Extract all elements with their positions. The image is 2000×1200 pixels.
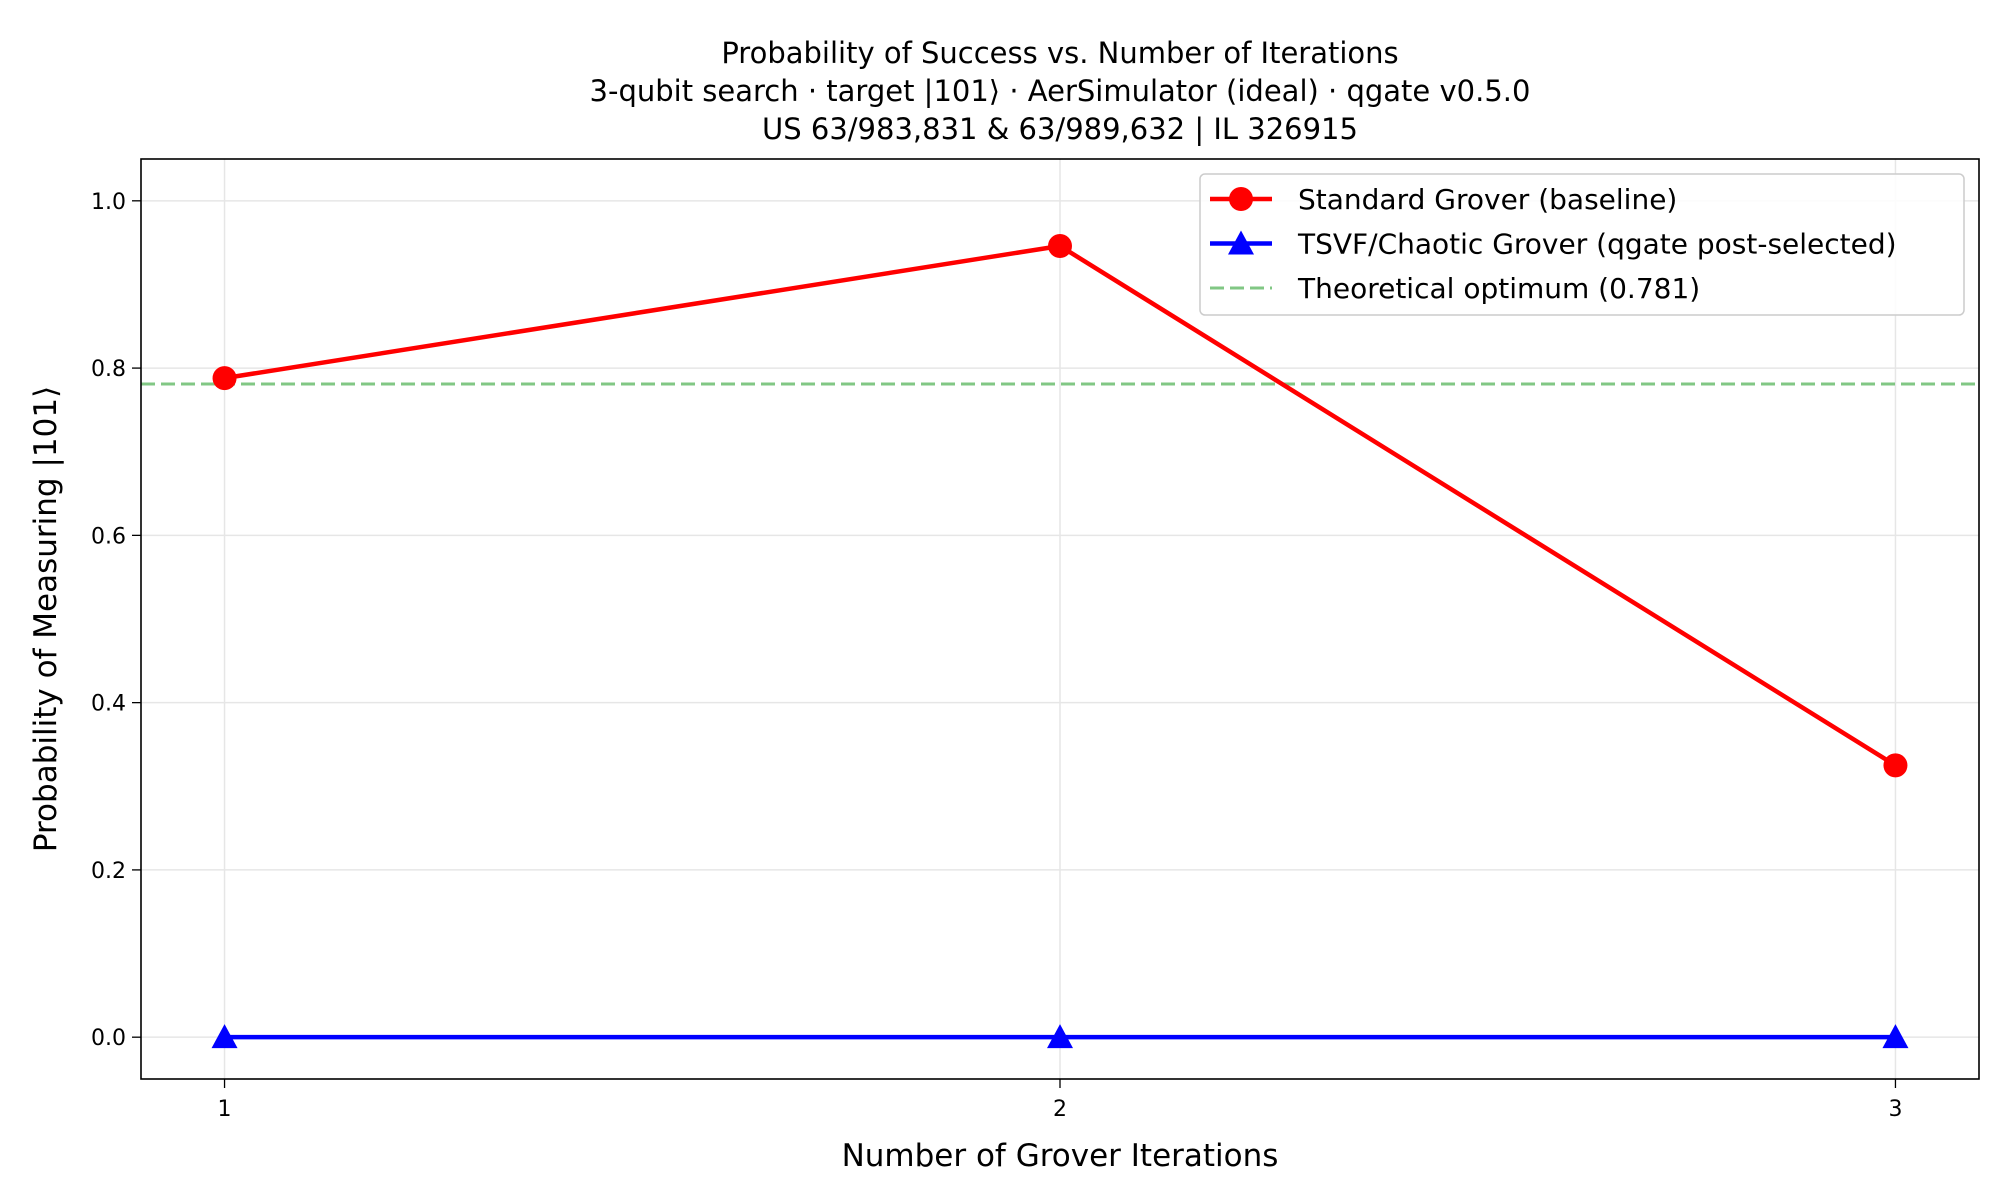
- chart-title-line-3: US 63/983,831 & 63/989,632 | IL 326915: [762, 112, 1358, 146]
- y-tick-label: 0.6: [91, 524, 126, 549]
- data-point-0: [1883, 753, 1908, 778]
- x-axis-label: Number of Grover Iterations: [842, 1138, 1279, 1174]
- data-point-0: [1048, 233, 1072, 258]
- y-axis-label: Probability of Measuring |101⟩: [28, 386, 64, 852]
- x-tick-label: 1: [218, 1097, 232, 1122]
- legend-label: Theoretical optimum (0.781): [1297, 272, 1700, 305]
- legend-label: TSVF/Chaotic Grover (qgate post-selected…: [1297, 228, 1897, 261]
- data-point-1: [1047, 1024, 1073, 1049]
- y-tick-label: 0.8: [91, 357, 126, 382]
- y-tick-label: 0.4: [91, 692, 126, 717]
- x-tick-label: 3: [1888, 1097, 1902, 1122]
- ticks: 1 2 3 0.0 0.2 0.4 0.6 0.8 1.0: [91, 190, 1902, 1122]
- legend: Standard Grover (baseline) TSVF/Chaotic G…: [1199, 173, 1965, 316]
- legend-marker: [1228, 230, 1254, 255]
- data-point-1: [211, 1024, 238, 1049]
- axes-frame: [140, 158, 1980, 1080]
- chart-title-line-1: Probability of Success vs. Number of Ite…: [721, 36, 1398, 70]
- data-point-1: [1882, 1024, 1909, 1049]
- y-tick-label: 0.2: [91, 859, 126, 884]
- legend-box: [1199, 173, 1965, 316]
- legend-marker: [1229, 187, 1253, 211]
- x-tick-label: 2: [1053, 1097, 1067, 1122]
- y-tick-label: 0.0: [91, 1026, 126, 1051]
- chart-title-line-2: 3-qubit search · target |101⟩ · AerSimul…: [590, 74, 1531, 108]
- legend-label: Standard Grover (baseline): [1298, 183, 1677, 216]
- plot-area: [141, 233, 1979, 1049]
- data-point-0: [212, 366, 237, 391]
- y-tick-label: 1.0: [91, 190, 126, 215]
